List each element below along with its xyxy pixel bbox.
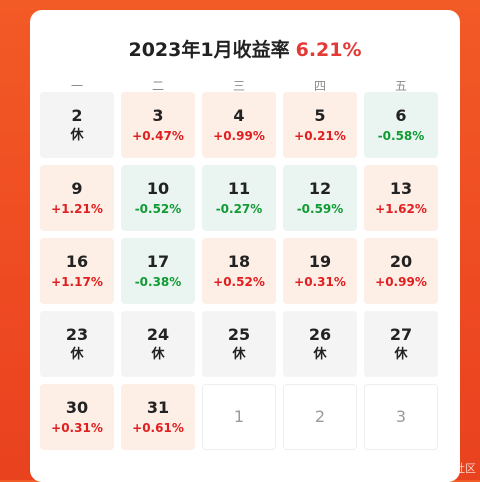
daily-return: +0.99% <box>375 275 427 289</box>
daily-return: -0.58% <box>377 129 425 143</box>
daily-return: +0.99% <box>213 129 265 143</box>
monthly-rate: 6.21% <box>295 39 362 61</box>
day-number: 4 <box>233 106 245 125</box>
rest-label: 休 <box>70 128 84 143</box>
day-cell[interactable]: 5 +0.21% <box>283 92 357 158</box>
daily-return: -0.27% <box>215 202 263 216</box>
day-number: 6 <box>395 106 407 125</box>
day-number: 5 <box>314 106 326 125</box>
weekday-fri: 五 <box>394 79 407 93</box>
day-cell[interactable]: 17 -0.38% <box>121 238 195 304</box>
day-cell[interactable]: 27 休 <box>364 311 438 377</box>
day-number: 9 <box>71 179 83 198</box>
day-number: 18 <box>227 252 251 271</box>
day-cell[interactable]: 19 +0.31% <box>283 238 357 304</box>
day-cell[interactable]: 18 +0.52% <box>202 238 276 304</box>
daily-return: -0.52% <box>134 202 182 216</box>
day-cell[interactable]: 4 +0.99% <box>202 92 276 158</box>
daily-return: +1.21% <box>51 202 103 216</box>
day-number: 26 <box>308 325 332 344</box>
day-cell[interactable]: 11 -0.27% <box>202 165 276 231</box>
day-cell[interactable]: 20 +0.99% <box>364 238 438 304</box>
day-number: 3 <box>152 106 164 125</box>
day-number: 27 <box>389 325 413 344</box>
day-cell[interactable]: 16 +1.17% <box>40 238 114 304</box>
day-cell[interactable]: 13 +1.62% <box>364 165 438 231</box>
weekday-mon: 一 <box>70 79 83 93</box>
day-cell[interactable]: 9 +1.21% <box>40 165 114 231</box>
rest-label: 休 <box>232 347 246 362</box>
day-number: 2 <box>314 407 326 426</box>
daily-return: +0.21% <box>294 129 346 143</box>
day-cell[interactable]: 1 <box>202 384 276 450</box>
weekday-thu: 四 <box>313 79 326 93</box>
rest-label: 休 <box>70 347 84 362</box>
daily-return: +0.31% <box>51 421 103 435</box>
day-cell[interactable]: 3 <box>364 384 438 450</box>
day-cell[interactable]: 2 <box>283 384 357 450</box>
day-number: 10 <box>146 179 170 198</box>
daily-return: +0.61% <box>132 421 184 435</box>
day-number: 20 <box>389 252 413 271</box>
day-number: 24 <box>146 325 170 344</box>
title-text: 2023年1月收益率 <box>128 39 290 61</box>
day-number: 31 <box>146 398 170 417</box>
daily-return: +1.62% <box>375 202 427 216</box>
page-title: 2023年1月收益率 6.21% <box>30 38 460 62</box>
daily-return: -0.59% <box>296 202 344 216</box>
day-cell[interactable]: 6 -0.58% <box>364 92 438 158</box>
day-cell[interactable]: 12 -0.59% <box>283 165 357 231</box>
day-cell[interactable]: 26 休 <box>283 311 357 377</box>
day-number: 11 <box>227 179 251 198</box>
day-cell[interactable]: 25 休 <box>202 311 276 377</box>
day-cell[interactable]: 30 +0.31% <box>40 384 114 450</box>
day-number: 30 <box>65 398 89 417</box>
weekday-wed: 三 <box>232 79 245 93</box>
day-number: 17 <box>146 252 170 271</box>
daily-return: +0.52% <box>213 275 265 289</box>
day-number: 12 <box>308 179 332 198</box>
day-number: 25 <box>227 325 251 344</box>
watermark: @稀土掘金技术社区 <box>377 462 476 475</box>
day-cell[interactable]: 10 -0.52% <box>121 165 195 231</box>
day-cell[interactable]: 31 +0.61% <box>121 384 195 450</box>
day-cell[interactable]: 24 休 <box>121 311 195 377</box>
day-number: 16 <box>65 252 89 271</box>
day-cell[interactable]: 3 +0.47% <box>121 92 195 158</box>
rest-label: 休 <box>151 347 165 362</box>
day-number: 3 <box>395 407 407 426</box>
day-number: 13 <box>389 179 413 198</box>
weekday-tue: 二 <box>151 79 164 93</box>
rest-label: 休 <box>394 347 408 362</box>
daily-return: +1.17% <box>51 275 103 289</box>
day-number: 2 <box>71 106 83 125</box>
calendar-card: 2023年1月收益率 6.21% 一 二 三 四 五 2 休 3 +0.47% 4 +0.9… <box>30 10 460 482</box>
day-cell[interactable]: 23 休 <box>40 311 114 377</box>
daily-return: -0.38% <box>134 275 182 289</box>
daily-return: +0.47% <box>132 129 184 143</box>
calendar-grid: 2 休 3 +0.47% 4 +0.99% 5 +0.21% 6 -0.58% 9 +1.21% 10-… <box>40 92 450 472</box>
weekday-header: 一 二 三 四 五 <box>40 76 450 96</box>
day-number: 23 <box>65 325 89 344</box>
rest-label: 休 <box>313 347 327 362</box>
day-number: 1 <box>233 407 245 426</box>
daily-return: +0.31% <box>294 275 346 289</box>
day-number: 19 <box>308 252 332 271</box>
